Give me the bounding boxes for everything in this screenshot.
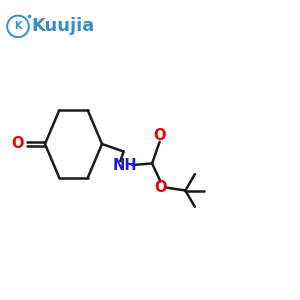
Text: NH: NH — [113, 158, 137, 173]
Text: O: O — [154, 180, 167, 195]
Text: O: O — [11, 136, 24, 152]
Text: Kuujia: Kuujia — [32, 17, 95, 35]
Text: O: O — [154, 128, 166, 143]
Text: K: K — [14, 21, 22, 32]
